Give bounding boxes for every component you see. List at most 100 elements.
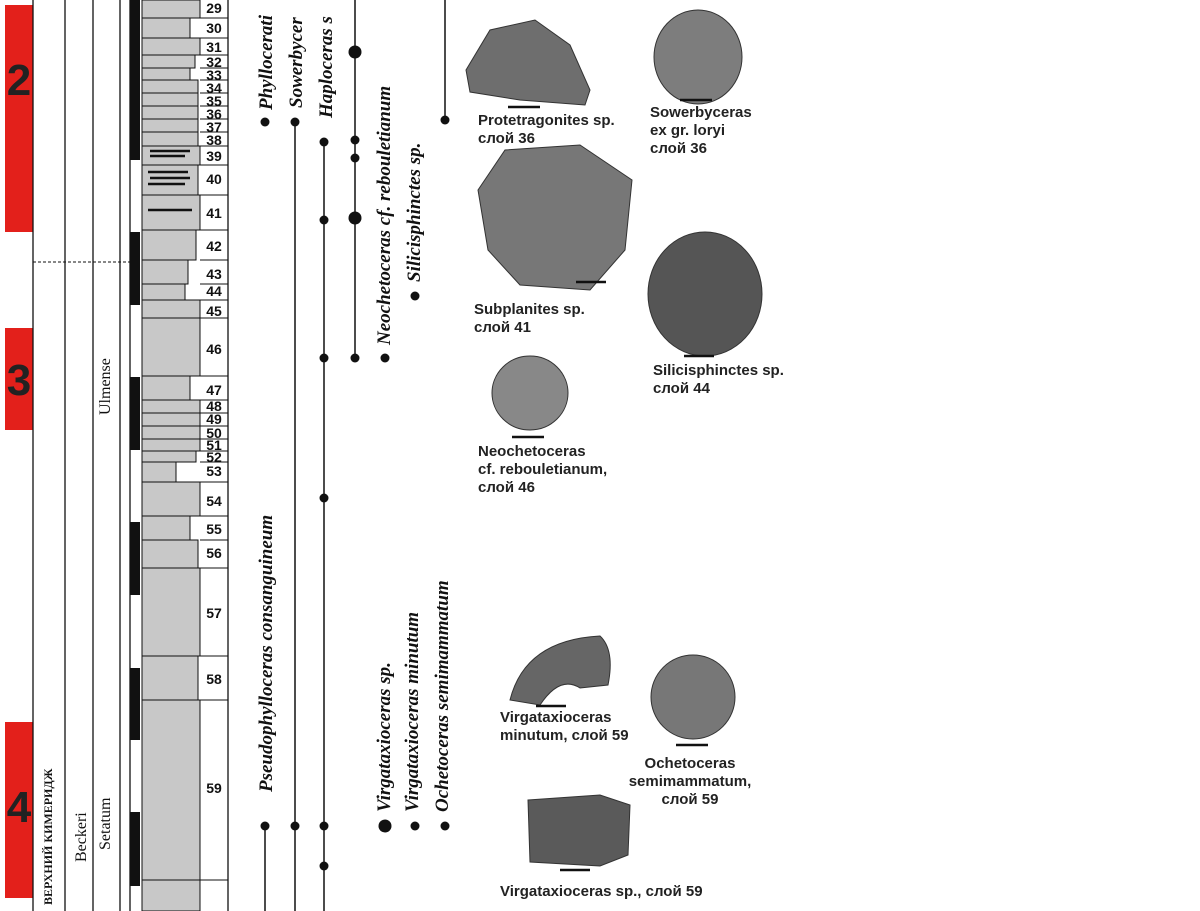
bed-number: 39 (206, 148, 222, 164)
taxon-name: Pseudophylloceras consanguineum (256, 515, 277, 793)
fossil-image (477, 144, 633, 291)
range-dot (348, 211, 362, 225)
zone-label: 4 (7, 783, 32, 832)
fossil-image (491, 355, 569, 431)
strip-block (130, 232, 140, 305)
bed-number: 30 (206, 20, 222, 36)
range-dot (290, 821, 300, 831)
bed-number: 42 (206, 238, 222, 254)
bed-box (141, 229, 197, 261)
bed-box (141, 105, 199, 120)
range-dot (319, 353, 329, 363)
range-dot (260, 821, 270, 831)
taxon-name: Haploceras s (316, 16, 337, 119)
bed-number: 29 (206, 0, 222, 16)
bed-number: 32 (206, 54, 222, 70)
bed-number: 48 (206, 398, 222, 414)
range-dot (410, 291, 420, 301)
fossil-caption: minutum, слой 59 (500, 727, 629, 744)
fossil-caption: Neochetoceras (478, 443, 586, 460)
fossil-image (527, 794, 631, 867)
range-dot (319, 861, 329, 871)
fossil-caption: Subplanites sp. (474, 301, 585, 318)
range-dot (319, 821, 329, 831)
fossil-caption: ex gr. loryi (650, 122, 725, 139)
range-dot (319, 493, 329, 503)
range-dot (378, 819, 392, 833)
bed-box (141, 879, 201, 911)
fossil-caption: слой 59 (662, 791, 719, 808)
bed-box (141, 317, 201, 377)
bed-number: 36 (206, 106, 222, 122)
strip-block (130, 522, 140, 595)
bed-box (141, 194, 201, 231)
bed-box (141, 399, 201, 414)
zone-block (5, 328, 33, 430)
range-dot (380, 353, 390, 363)
bed-number: 59 (206, 780, 222, 796)
fossil-caption: Silicisphinctes sp. (653, 362, 784, 379)
bed-box (141, 425, 201, 440)
zone-block (5, 5, 33, 232)
bed-box (141, 118, 199, 133)
bed-box (141, 699, 201, 881)
range-dot (440, 821, 450, 831)
bed-box (141, 461, 177, 483)
fossil-caption: Protetragonites sp. (478, 112, 615, 129)
range-dot (350, 135, 360, 145)
bed-box (141, 283, 186, 301)
bed-number: 45 (206, 303, 222, 319)
bed-number: 54 (206, 493, 222, 509)
zone-label: 2 (7, 56, 31, 105)
range-dot (350, 353, 360, 363)
range-dot (319, 137, 329, 147)
bed-number: 57 (206, 605, 222, 621)
fossil-image (647, 231, 763, 357)
bed-box (141, 481, 201, 517)
bed-number: 50 (206, 425, 222, 441)
strip-block (130, 377, 140, 450)
zonal-unit: Setatum (97, 797, 114, 850)
bed-box (141, 655, 199, 701)
zone-label: 3 (7, 356, 31, 405)
fossil-caption: Virgataxioceras sp., слой 59 (500, 883, 703, 900)
fossil-image (509, 635, 611, 706)
taxon-name: Phyllocerati (256, 14, 277, 111)
fossil-image (650, 654, 736, 740)
fossil-caption: Ochetoceras (645, 755, 736, 772)
fossil-caption: слой 36 (650, 140, 707, 157)
bed-number: 49 (206, 411, 222, 427)
fossil-image (653, 9, 743, 105)
bed-box (141, 438, 201, 452)
bed-box (141, 164, 199, 196)
bed-number: 31 (206, 39, 222, 55)
bed-box (141, 567, 201, 657)
fossil-caption: слой 46 (478, 479, 535, 496)
bed-number: 52 (206, 449, 222, 465)
bed-box (141, 539, 199, 569)
bed-box (141, 79, 199, 94)
taxon-name: Neochetoceras cf. rebouletianum (374, 86, 395, 346)
bed-box (141, 0, 201, 19)
bed-box (141, 17, 191, 39)
bed-box (141, 37, 201, 56)
range-dot (410, 821, 420, 831)
zone-block (5, 722, 33, 898)
taxon-name: Silicisphinctes sp. (404, 143, 425, 282)
fossil-caption: semimammatum, (629, 773, 752, 790)
bed-number: 34 (206, 80, 222, 96)
bed-number: 58 (206, 671, 222, 687)
bed-box (141, 515, 191, 541)
bed-number: 38 (206, 132, 222, 148)
strip-block (130, 812, 140, 886)
fossil-image (465, 19, 591, 106)
bed-number: 55 (206, 521, 222, 537)
fossil-caption: Virgataxioceras (500, 709, 611, 726)
taxon-name: Ochetoceras semimammatum (432, 580, 453, 812)
bed-box (141, 92, 199, 107)
range-dot (260, 117, 270, 127)
range-dot (348, 45, 362, 59)
taxon-name: Sowerbycer (286, 17, 307, 108)
bed-box (141, 67, 191, 81)
